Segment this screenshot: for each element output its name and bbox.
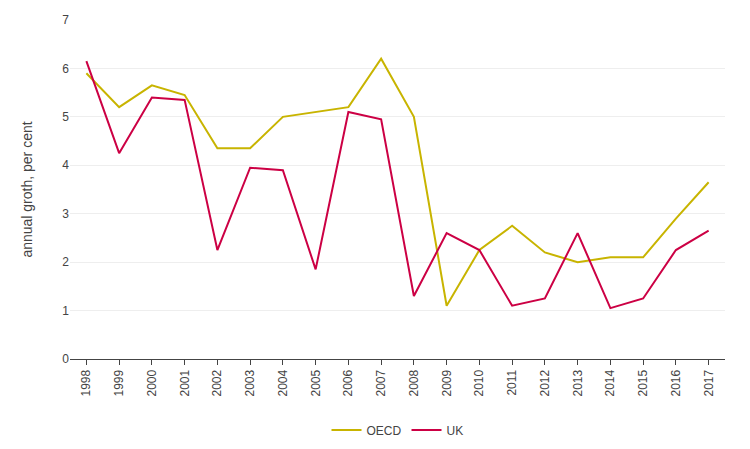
svg-text:7: 7 (62, 13, 69, 27)
svg-text:0: 0 (62, 352, 69, 366)
svg-text:2012: 2012 (538, 369, 552, 396)
svg-text:1: 1 (62, 304, 69, 318)
svg-text:2010: 2010 (472, 369, 486, 396)
svg-text:2016: 2016 (669, 369, 683, 396)
svg-text:1998: 1998 (79, 369, 93, 396)
svg-text:3: 3 (62, 207, 69, 221)
svg-text:2008: 2008 (407, 369, 421, 396)
svg-text:5: 5 (62, 110, 69, 124)
svg-text:OECD: OECD (367, 424, 402, 438)
svg-text:2004: 2004 (276, 369, 290, 396)
svg-text:2014: 2014 (603, 369, 617, 396)
svg-text:2015: 2015 (636, 369, 650, 396)
svg-text:2013: 2013 (571, 369, 585, 396)
svg-text:2005: 2005 (309, 369, 323, 396)
svg-text:UK: UK (447, 424, 464, 438)
svg-text:2: 2 (62, 255, 69, 269)
svg-text:2003: 2003 (243, 369, 257, 396)
svg-text:6: 6 (62, 62, 69, 76)
svg-text:2002: 2002 (210, 369, 224, 396)
svg-text:1999: 1999 (112, 369, 126, 396)
svg-text:2001: 2001 (178, 369, 192, 396)
svg-text:2007: 2007 (374, 369, 388, 396)
svg-text:2011: 2011 (505, 369, 519, 395)
svg-text:2009: 2009 (440, 369, 454, 396)
svg-text:2000: 2000 (145, 369, 159, 396)
svg-text:2006: 2006 (341, 369, 355, 396)
svg-text:annual groth, per cent: annual groth, per cent (19, 121, 35, 257)
svg-text:2017: 2017 (702, 369, 716, 396)
svg-text:4: 4 (62, 158, 69, 172)
